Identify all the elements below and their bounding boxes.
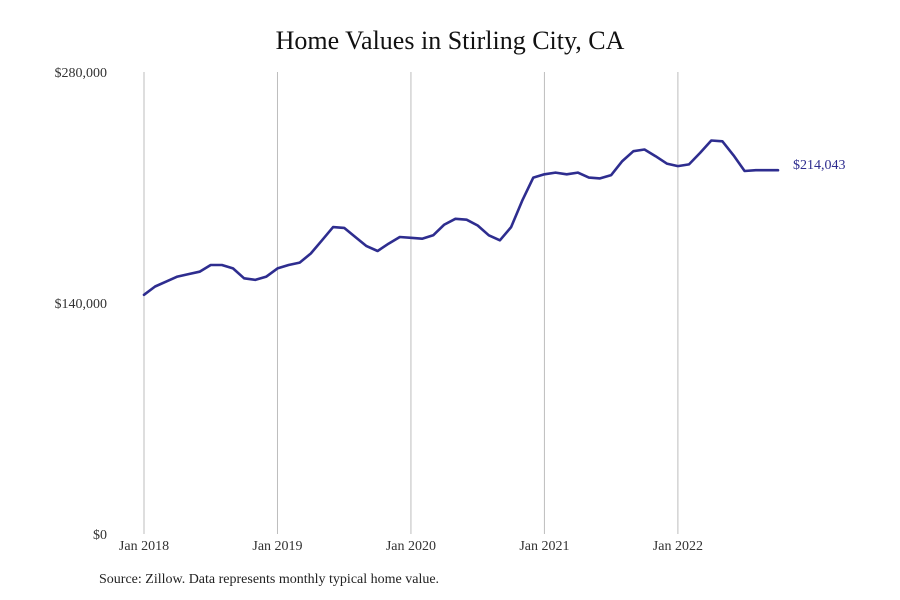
end-value-label: $214,043 [793, 158, 846, 173]
chart-title: Home Values in Stirling City, CA [275, 26, 625, 55]
x-tick-label: Jan 2022 [653, 539, 703, 554]
x-axis-tick-labels: Jan 2018 Jan 2019 Jan 2020 Jan 2021 Jan 2022 [119, 539, 703, 554]
x-tick-label: Jan 2018 [119, 539, 169, 554]
y-tick-label: $140,000 [55, 297, 108, 312]
source-note: Source: Zillow. Data represents monthly … [99, 572, 440, 587]
y-axis-tick-labels: $0 $140,000 $280,000 [55, 66, 108, 543]
series-line [142, 139, 780, 297]
x-tick-label: Jan 2020 [386, 539, 436, 554]
vertical-gridlines [143, 72, 679, 534]
x-tick-label: Jan 2019 [252, 539, 302, 554]
y-tick-label: $280,000 [55, 66, 108, 81]
y-tick-label: $0 [93, 528, 107, 543]
x-tick-label: Jan 2021 [519, 539, 569, 554]
